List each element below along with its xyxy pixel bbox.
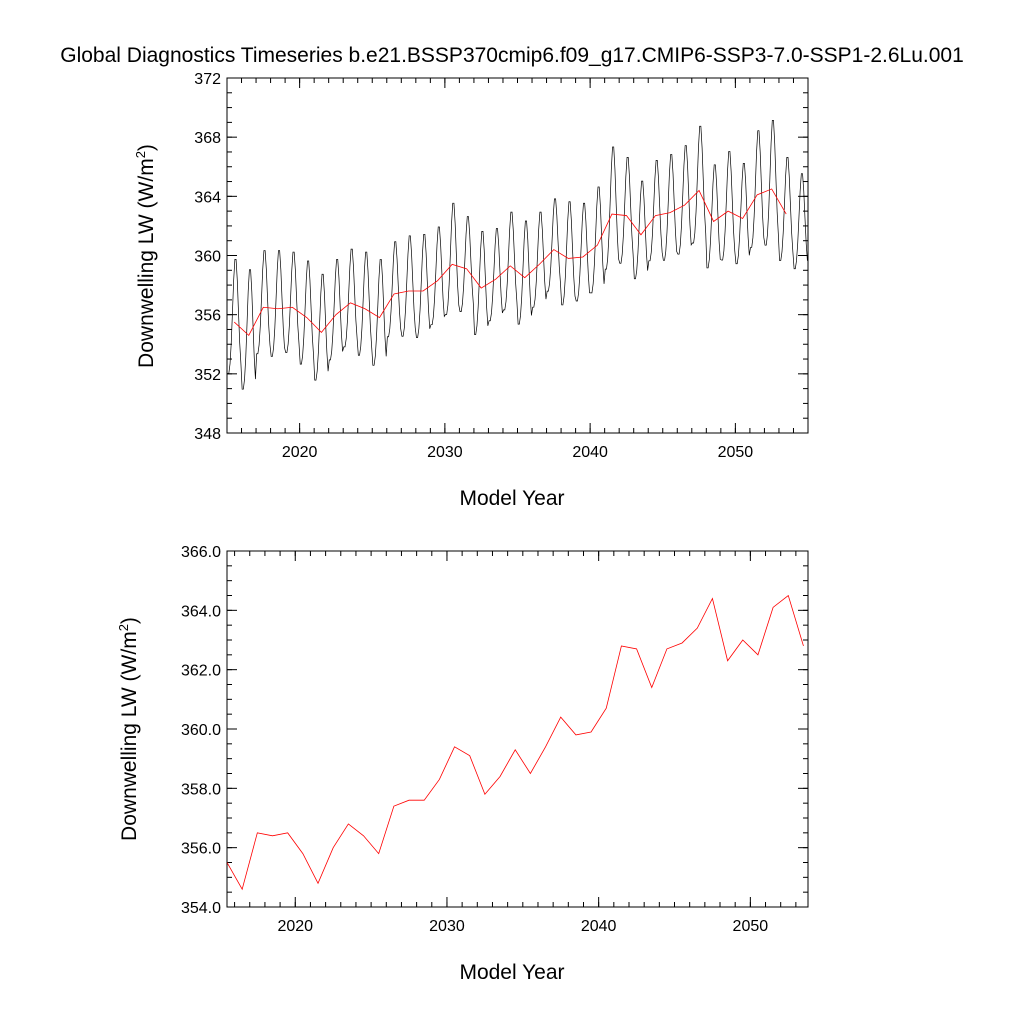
bottom-panel: 2020 2030 2040 2050 354.0 356.0 358.0 360.0 362.…: [181, 544, 809, 935]
bottom-ylabel: Downwelling LW (W/m2): [116, 617, 141, 841]
bottom-ytick-label: 354.0: [181, 900, 221, 917]
top-plot-frame: [226, 77, 809, 434]
bottom-xtick-label: 2050: [733, 918, 769, 935]
top-ylabel: Downwelling LW (W/m2): [133, 144, 158, 368]
bottom-ytick-label: 358.0: [181, 781, 221, 798]
bottom-plot-frame: [226, 550, 809, 908]
figure-title: Global Diagnostics Timeseries b.e21.BSSP…: [60, 44, 964, 67]
bottom-xtick-label: 2020: [277, 918, 313, 935]
top-xtick-label: 2030: [427, 444, 463, 461]
monthly-series-line: [227, 119, 808, 390]
top-ytick-label: 364: [194, 189, 221, 206]
top-ytick-label: 372: [194, 71, 221, 88]
bottom-ytick-label: 362.0: [181, 663, 221, 680]
bottom-ytick-label: 360.0: [181, 722, 221, 739]
top-ytick-label: 360: [194, 249, 221, 266]
annual-mean-line-top: [233, 188, 787, 337]
bottom-ytick-label: 366.0: [181, 544, 221, 561]
top-xtick-label: 2050: [718, 444, 754, 461]
bottom-ytick-label: 364.0: [181, 603, 221, 620]
bottom-xlabel: Model Year: [459, 961, 564, 984]
top-xtick-label: 2020: [282, 444, 318, 461]
top-ytick-label: 356: [194, 308, 221, 325]
top-ytick-label: 352: [194, 367, 221, 384]
top-xlabel: Model Year: [459, 487, 564, 510]
top-panel: 2020 2030 2040 2050 348 352 356 360 364 368 372: [194, 71, 809, 461]
bottom-xtick-label: 2040: [581, 918, 617, 935]
top-ytick-label: 368: [194, 130, 221, 147]
annual-mean-line-bottom: [227, 594, 804, 891]
bottom-ytick-label: 356.0: [181, 841, 221, 858]
top-ytick-label: 348: [194, 426, 221, 443]
bottom-xtick-label: 2030: [429, 918, 465, 935]
top-xtick-label: 2040: [572, 444, 608, 461]
